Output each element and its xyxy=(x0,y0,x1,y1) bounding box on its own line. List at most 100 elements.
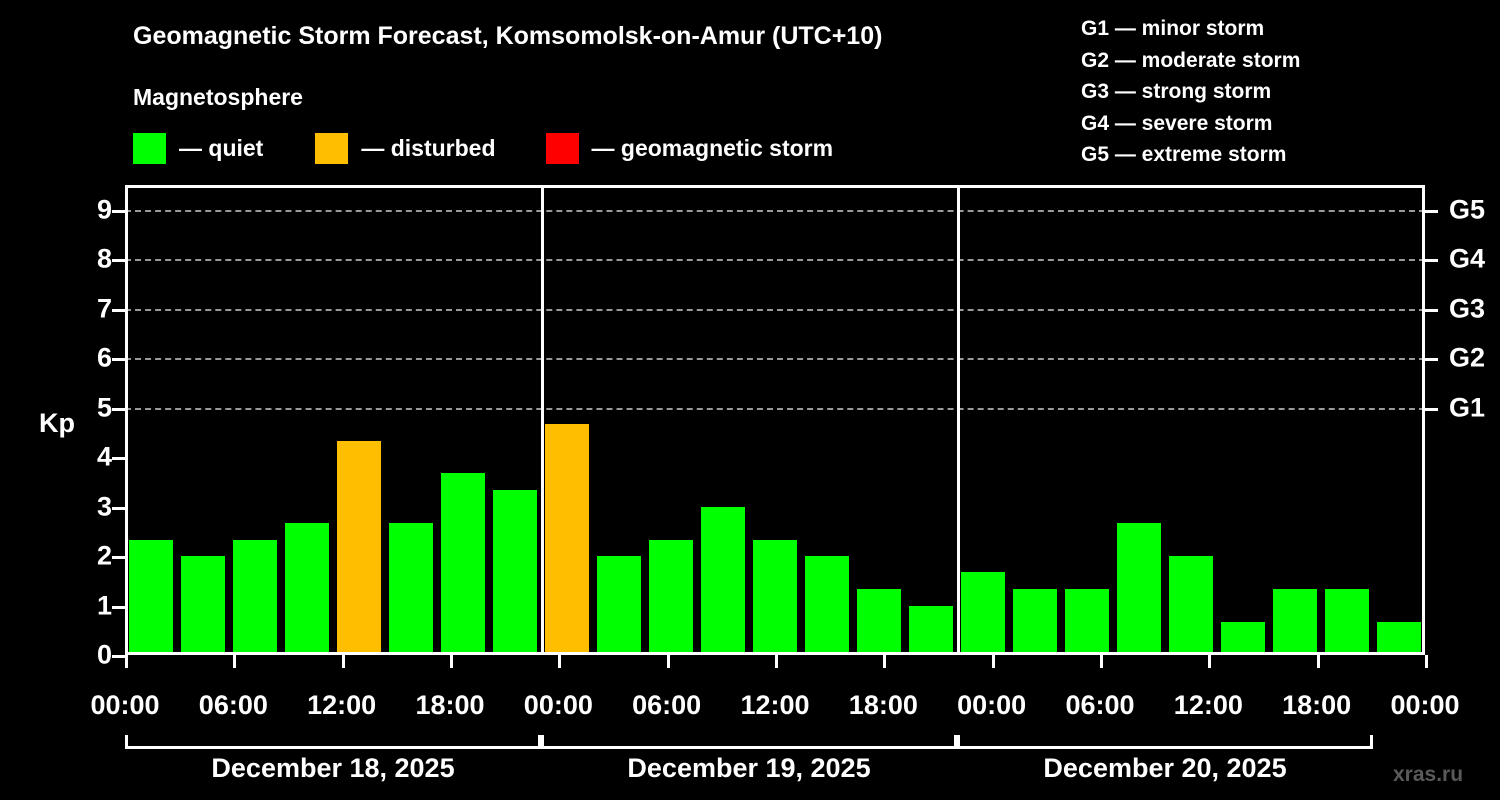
bar-series xyxy=(125,185,1425,655)
legend-item-geomagneticstorm: — geomagnetic storm xyxy=(545,133,834,164)
x-tick-mark xyxy=(883,655,887,668)
bar-slot xyxy=(1165,185,1217,655)
bar[interactable] xyxy=(804,556,850,655)
x-tick-label: 00:00 xyxy=(957,690,1027,720)
bar-slot xyxy=(853,185,905,655)
bar-slot xyxy=(281,185,333,655)
y-tick-label: 2 xyxy=(96,540,112,571)
gridline xyxy=(125,358,1425,361)
bar-slot xyxy=(697,185,749,655)
bar[interactable] xyxy=(336,440,382,655)
legend-item-quiet: — quiet xyxy=(133,133,263,164)
y-tick-mark xyxy=(112,457,125,461)
bar[interactable] xyxy=(1012,589,1058,655)
legend-swatch-icon xyxy=(315,133,349,164)
bar[interactable] xyxy=(1064,589,1110,655)
bar[interactable] xyxy=(752,539,798,655)
g-scale-legend: G1 — minor storm G2 — moderate storm G3 — … xyxy=(1081,13,1300,171)
bar[interactable] xyxy=(232,539,278,655)
legend-item-label: — geomagnetic storm xyxy=(591,135,834,161)
y-tick-mark xyxy=(112,358,125,362)
x-tick-label: 06:00 xyxy=(198,690,268,720)
magnetosphere-legend-heading: Magnetosphere xyxy=(133,84,303,110)
x-tick-mark xyxy=(125,655,128,668)
day-separator-line xyxy=(541,185,544,655)
g-tick-mark xyxy=(1425,259,1438,263)
y-tick-label: 4 xyxy=(96,441,112,472)
bar[interactable] xyxy=(700,506,746,655)
bar[interactable] xyxy=(856,589,902,655)
g-tick-mark xyxy=(1425,308,1438,312)
legend-item-disturbed: — disturbed xyxy=(315,133,496,164)
bar[interactable] xyxy=(908,605,954,655)
y-tick-label: 5 xyxy=(96,392,112,423)
bar[interactable] xyxy=(128,539,174,655)
x-tick-label: 00:00 xyxy=(90,690,160,720)
g-scale-legend-row: G3 — strong storm xyxy=(1081,80,1272,103)
bar[interactable] xyxy=(440,473,486,655)
x-tick-mark xyxy=(341,655,345,668)
legend-item-label: — quiet xyxy=(179,135,264,161)
x-tick-label: 00:00 xyxy=(523,690,593,720)
y-axis-title: Kp xyxy=(39,408,75,438)
bar-slot xyxy=(1373,185,1425,655)
plot-frame xyxy=(125,185,1425,655)
x-tick-label: 12:00 xyxy=(740,690,810,720)
bar-slot xyxy=(489,185,541,655)
bar-slot xyxy=(541,185,593,655)
bar-slot xyxy=(437,185,489,655)
bar-slot xyxy=(905,185,957,655)
x-tick-label: 18:00 xyxy=(415,690,485,720)
y-tick-mark xyxy=(112,259,125,263)
x-tick-mark xyxy=(666,655,670,668)
g-axis-label: G3 xyxy=(1449,293,1486,324)
bar-slot xyxy=(957,185,1009,655)
x-tick-label: 12:00 xyxy=(307,690,377,720)
y-tick-label: 3 xyxy=(96,491,112,522)
y-tick-label: 0 xyxy=(96,639,112,670)
bar-slot xyxy=(749,185,801,655)
y-tick-mark xyxy=(112,605,125,609)
bar[interactable] xyxy=(180,556,226,655)
x-tick-label: 12:00 xyxy=(1173,690,1243,720)
bar[interactable] xyxy=(1376,621,1422,655)
y-tick-mark xyxy=(112,308,125,312)
magnetosphere-legend: — quiet — disturbed — geomagnetic storm xyxy=(133,133,833,164)
bar[interactable] xyxy=(492,490,538,655)
bar-slot xyxy=(1061,185,1113,655)
bar[interactable] xyxy=(648,539,694,655)
bar-slot xyxy=(333,185,385,655)
y-tick-mark xyxy=(112,407,125,411)
day-bracket xyxy=(541,735,957,749)
bar[interactable] xyxy=(1220,621,1266,655)
bar[interactable] xyxy=(1168,556,1214,655)
bar[interactable] xyxy=(1272,589,1318,655)
bar-slot xyxy=(1269,185,1321,655)
day-bracket xyxy=(125,735,541,749)
x-tick-mark xyxy=(991,655,995,668)
x-tick-mark xyxy=(450,655,453,668)
bar[interactable] xyxy=(596,556,642,655)
legend-swatch-icon xyxy=(133,133,166,164)
bar-slot xyxy=(177,185,229,655)
x-tick-label: 18:00 xyxy=(848,690,918,720)
bar[interactable] xyxy=(1324,589,1370,655)
bar[interactable] xyxy=(1116,522,1162,655)
x-tick-mark xyxy=(558,655,562,668)
y-tick-mark xyxy=(112,209,125,213)
x-tick-mark xyxy=(775,655,778,668)
x-tick-label: 06:00 xyxy=(632,690,702,720)
y-tick-label: 7 xyxy=(96,293,112,324)
bar-slot xyxy=(1113,185,1165,655)
bar[interactable] xyxy=(388,522,434,655)
day-label: December 19, 2025 xyxy=(627,753,871,783)
x-tick-label: 00:00 xyxy=(1390,690,1460,720)
bar[interactable] xyxy=(284,522,330,655)
bar-slot xyxy=(1321,185,1373,655)
bar[interactable] xyxy=(544,423,590,655)
g-axis-label: G5 xyxy=(1449,194,1486,225)
x-tick-label: 18:00 xyxy=(1282,690,1352,720)
bar-slot xyxy=(801,185,853,655)
bar[interactable] xyxy=(960,572,1006,655)
